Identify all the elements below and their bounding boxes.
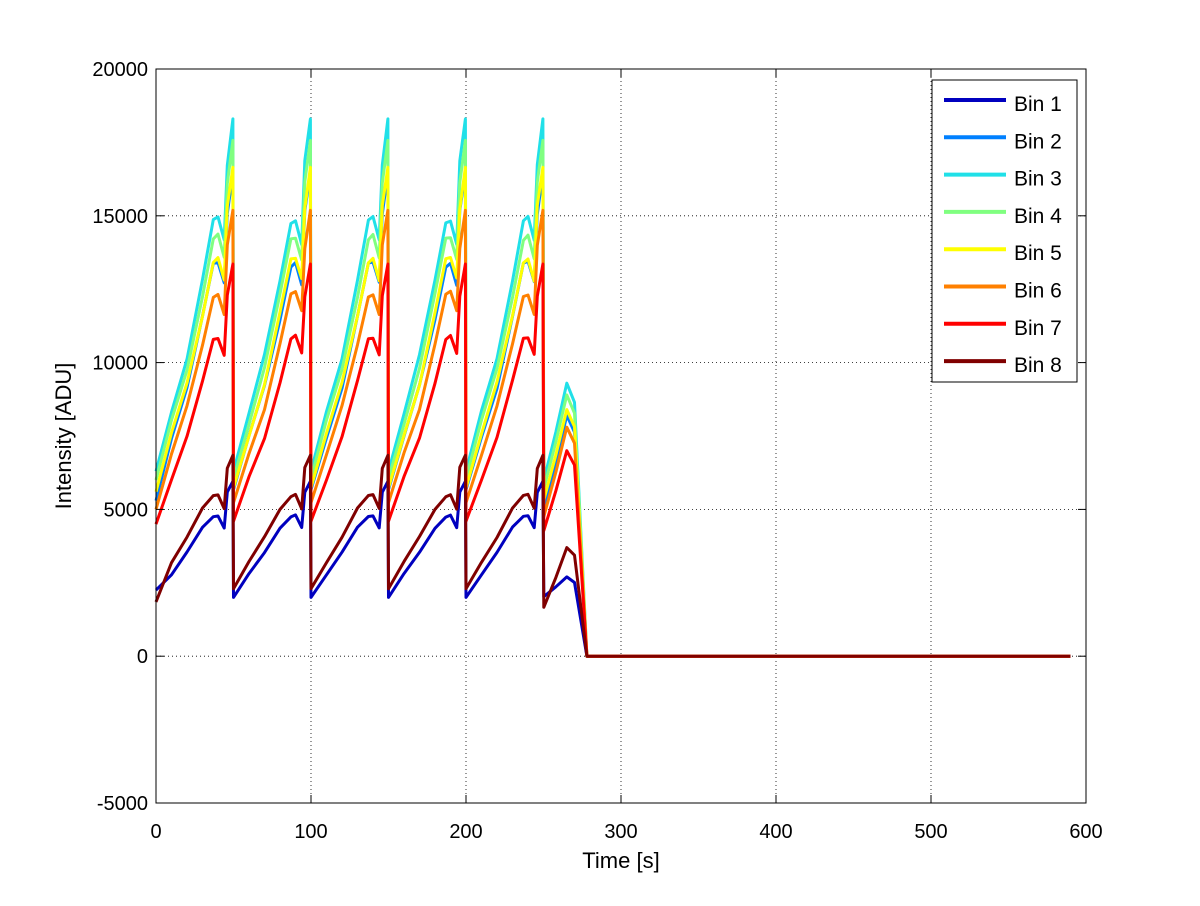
legend-box bbox=[931, 79, 1078, 383]
y-tick-label: 20000 bbox=[92, 59, 148, 81]
series-line-bin-8 bbox=[154, 453, 1071, 658]
legend-label-bin-6: Bin 6 bbox=[1014, 280, 1062, 303]
x-tick-label: 400 bbox=[759, 821, 792, 843]
legend-label-bin-3: Bin 3 bbox=[1014, 168, 1062, 191]
x-tick-label: 0 bbox=[150, 821, 161, 843]
y-tick-label: 0 bbox=[137, 646, 148, 668]
x-axis-label: Time [s] bbox=[582, 848, 659, 873]
x-tick-label: 600 bbox=[1069, 821, 1102, 843]
x-tick-label: 100 bbox=[294, 821, 327, 843]
legend: Bin 1 Bin 2 Bin 3 Bin 4 Bin 5 Bin 6 Bin 7 Bin 8 bbox=[931, 79, 1078, 383]
series-lines bbox=[154, 117, 1071, 658]
y-tick-label: 15000 bbox=[92, 206, 148, 228]
legend-label-bin-4: Bin 4 bbox=[1014, 205, 1062, 228]
axis-ticks: 0 100 200 300 400 500 600-50000500010000150002… bbox=[92, 59, 1102, 843]
y-tick-label: -5000 bbox=[97, 793, 148, 815]
y-axis-label: Intensity [ADU] bbox=[51, 363, 76, 510]
y-tick-label: 10000 bbox=[92, 353, 148, 375]
legend-label-bin-1: Bin 1 bbox=[1014, 93, 1062, 116]
x-tick-label: 200 bbox=[449, 821, 482, 843]
legend-label-bin-7: Bin 7 bbox=[1014, 317, 1062, 340]
legend-label-bin-5: Bin 5 bbox=[1014, 242, 1062, 265]
x-tick-label: 500 bbox=[914, 821, 947, 843]
legend-label-bin-2: Bin 2 bbox=[1014, 130, 1062, 153]
legend-label-bin-8: Bin 8 bbox=[1014, 354, 1062, 377]
y-tick-label: 5000 bbox=[104, 499, 149, 521]
series-line-bin-7 bbox=[154, 262, 1071, 658]
x-tick-label: 300 bbox=[604, 821, 637, 843]
